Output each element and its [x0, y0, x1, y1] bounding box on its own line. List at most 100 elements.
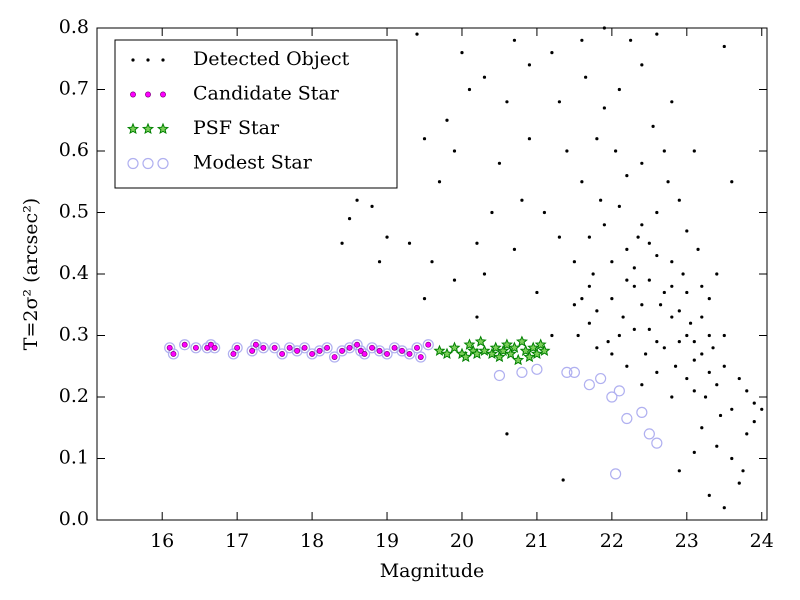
point — [269, 342, 281, 354]
point — [520, 198, 524, 202]
legend-marker — [127, 157, 139, 170]
point — [617, 333, 621, 338]
point — [557, 235, 562, 239]
point — [595, 309, 599, 313]
legend-box — [114, 39, 398, 189]
point — [294, 347, 301, 354]
point — [662, 149, 666, 153]
point — [715, 272, 719, 276]
point — [550, 333, 554, 338]
point — [246, 345, 258, 357]
point — [358, 348, 371, 360]
point — [730, 407, 734, 411]
point — [614, 149, 618, 153]
point — [340, 241, 344, 245]
point — [271, 344, 278, 351]
legend-label: Candidate Star — [193, 83, 340, 105]
legend-marker — [160, 91, 166, 98]
point — [632, 327, 636, 331]
point — [505, 100, 509, 104]
point — [415, 351, 427, 363]
point — [610, 352, 614, 356]
point — [331, 354, 338, 360]
point — [741, 469, 745, 473]
legend-marker — [157, 157, 169, 170]
point — [252, 341, 259, 348]
point — [599, 198, 603, 202]
point — [355, 198, 359, 202]
point — [279, 351, 286, 357]
legend-marker — [130, 91, 136, 98]
point — [445, 118, 449, 122]
point — [722, 506, 726, 510]
point — [677, 309, 681, 313]
point — [655, 340, 659, 344]
legend-label: PSF Star — [193, 117, 280, 139]
point — [516, 366, 528, 378]
point — [527, 137, 532, 141]
point — [309, 351, 316, 357]
point — [760, 407, 764, 411]
point — [730, 180, 734, 184]
point — [587, 284, 591, 288]
point — [504, 347, 517, 360]
point — [422, 297, 427, 301]
x-tick-label: 20 — [450, 530, 474, 552]
x-tick-label: 23 — [675, 530, 699, 552]
point — [677, 469, 681, 473]
point — [207, 341, 214, 348]
point — [482, 75, 487, 79]
point — [460, 51, 464, 55]
legend-label: Detected Object — [193, 48, 350, 70]
point — [535, 290, 539, 295]
legend-marker — [156, 122, 170, 135]
legend: Detected Object Candidate Star PSF Star Mod… — [114, 39, 398, 189]
point — [459, 350, 472, 363]
point — [606, 391, 618, 403]
point — [204, 344, 211, 351]
point — [647, 241, 651, 245]
point — [316, 347, 323, 354]
x-tick-label: 17 — [225, 530, 249, 552]
point — [700, 426, 704, 430]
point — [745, 389, 749, 393]
x-tick-label: 19 — [375, 530, 399, 552]
point — [737, 376, 741, 381]
point — [617, 87, 621, 92]
point — [490, 210, 494, 215]
point — [557, 100, 562, 104]
point — [696, 247, 700, 251]
point — [422, 339, 434, 351]
point — [625, 364, 629, 368]
x-axis-label: Magnitude — [380, 560, 485, 582]
point — [580, 180, 584, 184]
point — [572, 303, 576, 307]
point — [373, 345, 386, 357]
point — [640, 161, 644, 165]
point — [666, 180, 670, 184]
x-tick-label: 16 — [150, 530, 174, 552]
point — [422, 137, 427, 141]
point — [351, 339, 363, 351]
legend-label: Modest Star — [193, 152, 313, 174]
point — [437, 180, 442, 184]
point — [370, 204, 374, 208]
point — [463, 338, 476, 350]
point — [703, 395, 708, 399]
point — [700, 352, 704, 356]
point — [606, 340, 610, 344]
point — [347, 217, 352, 221]
point — [561, 366, 573, 378]
point — [505, 432, 509, 436]
y-tick-label: 0.4 — [59, 262, 89, 284]
point — [613, 385, 625, 397]
point — [433, 344, 446, 356]
point — [625, 174, 629, 178]
legend-marker — [141, 122, 155, 135]
point — [621, 315, 625, 319]
y-tick-label: 0.6 — [59, 139, 89, 161]
point — [587, 321, 591, 325]
point — [542, 210, 547, 215]
point — [388, 342, 401, 354]
point — [343, 342, 356, 354]
